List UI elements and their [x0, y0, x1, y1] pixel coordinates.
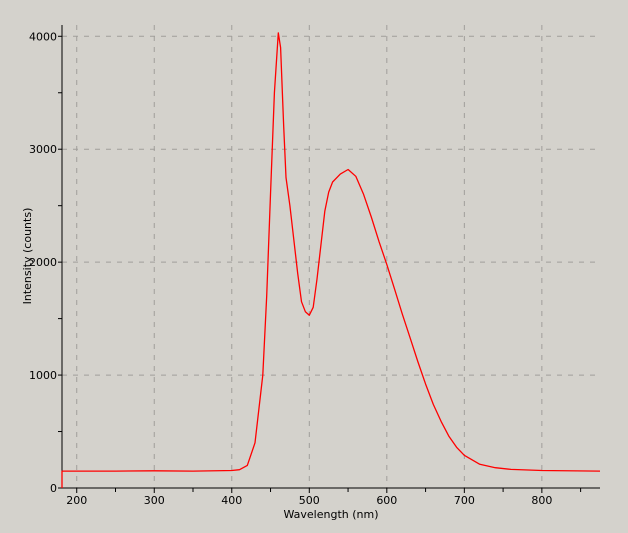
y-tick-label: 4000	[29, 30, 57, 43]
x-tick-label: 300	[144, 494, 165, 507]
x-tick-label: 200	[66, 494, 87, 507]
y-axis-label: Intensity (counts)	[21, 208, 34, 305]
series	[61, 32, 601, 488]
x-tick-label: 700	[454, 494, 475, 507]
y-tick-label: 0	[50, 482, 57, 495]
x-tick-label: 500	[299, 494, 320, 507]
x-tick-label: 600	[376, 494, 397, 507]
axes: 200 300 400 500 600 700 800 0 1000 2000 3000 4000	[29, 25, 600, 507]
grid	[62, 25, 600, 488]
y-tick-label: 2000	[29, 256, 57, 269]
x-tick-label: 800	[531, 494, 552, 507]
x-tick-label: 400	[221, 494, 242, 507]
spectrum-line	[61, 32, 601, 488]
y-tick-label: 3000	[29, 143, 57, 156]
y-tick-label: 1000	[29, 369, 57, 382]
x-axis-label: Wavelength (nm)	[283, 508, 378, 521]
